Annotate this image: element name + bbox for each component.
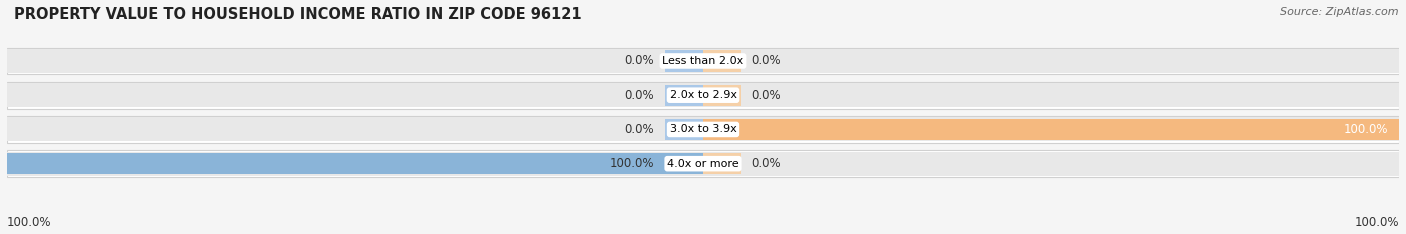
- Bar: [665, 50, 703, 72]
- Text: 2.0x to 2.9x: 2.0x to 2.9x: [669, 90, 737, 100]
- Text: 100.0%: 100.0%: [7, 216, 52, 229]
- Text: 0.0%: 0.0%: [752, 55, 782, 67]
- Text: 3.0x to 3.9x: 3.0x to 3.9x: [669, 124, 737, 135]
- Bar: [665, 84, 703, 106]
- Text: 100.0%: 100.0%: [1354, 216, 1399, 229]
- Text: Less than 2.0x: Less than 2.0x: [662, 56, 744, 66]
- Text: 100.0%: 100.0%: [1344, 123, 1389, 136]
- Bar: [7, 153, 703, 174]
- Text: Source: ZipAtlas.com: Source: ZipAtlas.com: [1281, 7, 1399, 17]
- Text: 0.0%: 0.0%: [752, 157, 782, 170]
- Text: 0.0%: 0.0%: [624, 89, 654, 102]
- Legend: Without Mortgage, With Mortgage: Without Mortgage, With Mortgage: [567, 231, 839, 234]
- Bar: [703, 50, 741, 72]
- Text: 0.0%: 0.0%: [624, 123, 654, 136]
- Bar: [703, 153, 741, 174]
- Bar: [703, 119, 1399, 140]
- Bar: [7, 150, 1399, 177]
- Text: 100.0%: 100.0%: [610, 157, 654, 170]
- Bar: [7, 117, 1399, 141]
- Bar: [703, 84, 741, 106]
- Text: 0.0%: 0.0%: [752, 89, 782, 102]
- Text: 4.0x or more: 4.0x or more: [668, 159, 738, 169]
- Bar: [7, 152, 1399, 176]
- Text: PROPERTY VALUE TO HOUSEHOLD INCOME RATIO IN ZIP CODE 96121: PROPERTY VALUE TO HOUSEHOLD INCOME RATIO…: [14, 7, 582, 22]
- Bar: [7, 83, 1399, 107]
- Bar: [665, 119, 703, 140]
- Text: 0.0%: 0.0%: [624, 55, 654, 67]
- Bar: [7, 49, 1399, 73]
- Bar: [7, 82, 1399, 109]
- Bar: [7, 48, 1399, 74]
- Bar: [7, 116, 1399, 143]
